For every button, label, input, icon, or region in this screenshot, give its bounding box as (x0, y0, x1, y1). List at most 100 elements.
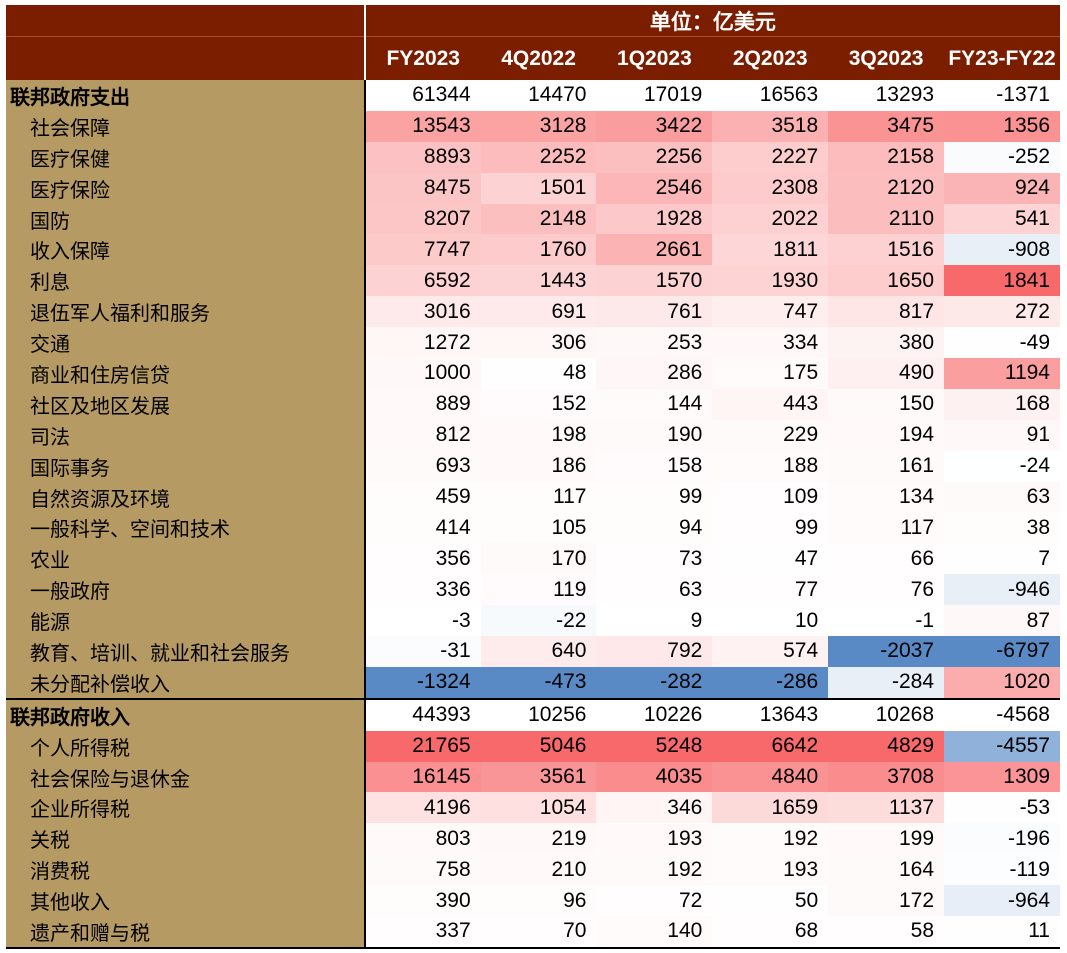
value-cell: 803 (364, 823, 481, 855)
column-header: FY23-FY22 (944, 36, 1060, 80)
table-row: 未分配补偿收入 -1324 -473 -282 -286 -284 1020 (6, 666, 1060, 699)
group-row: 联邦政府收入 44393 10256 10226 13643 10268 -4568 (6, 697, 1060, 731)
value-cell: 150 (828, 388, 945, 420)
value-cell: 3128 (480, 110, 597, 142)
value-cell: 924 (944, 172, 1060, 204)
value-cell: 10226 (596, 697, 713, 731)
value-cell: 3475 (828, 110, 945, 142)
value-cell: 3016 (364, 296, 481, 328)
value-cell: 13293 (875, 83, 935, 107)
value-cell: 2120 (828, 172, 945, 204)
value-cell: -964 (944, 885, 1060, 917)
value-cell: 817 (828, 296, 945, 328)
row-label: 社会保险与退休金 (6, 761, 366, 793)
value-cell: -3 (364, 605, 481, 637)
value-cell: 134 (828, 481, 945, 513)
table-row: 医疗保健 8893 2252 2256 2227 2158 -252 (6, 141, 1060, 173)
table-row: 医疗保险 8475 1501 2546 2308 2120 924 (6, 172, 1060, 204)
value-cell: 4829 (828, 730, 945, 762)
value-cell: 50 (712, 885, 829, 917)
table-row: 交通 1272 306 253 334 380 -49 (6, 327, 1060, 359)
value-cell: 73 (596, 543, 713, 575)
value-cell: -2037 (828, 636, 945, 667)
value-cell: 2661 (596, 234, 713, 266)
value-cell: 792 (596, 636, 713, 667)
table-row: 企业所得税 4196 1054 346 1659 1137 -53 (6, 792, 1060, 824)
table-row: 收入保障 7747 1760 2661 1811 1516 -908 (6, 234, 1060, 266)
value-cell: 158 (596, 450, 713, 482)
budget-table: 单位：亿美元 FY2023 4Q2022 1Q2023 2Q2023 3Q2023 FY2… (6, 5, 1060, 949)
row-label: 一般科学、空间和技术 (6, 512, 366, 544)
value-cell: 10 (712, 605, 829, 637)
value-cell: 119 (480, 574, 597, 606)
value-cell: 186 (480, 450, 597, 482)
value-cell: 68 (712, 916, 829, 949)
value-cell: -1 (828, 605, 945, 637)
value-cell: 66 (828, 543, 945, 575)
value-cell: 87 (944, 605, 1060, 637)
value-cell: 192 (596, 854, 713, 886)
table-row: 一般科学、空间和技术 414 105 94 99 117 38 (6, 512, 1060, 544)
row-label: 其他收入 (6, 885, 366, 917)
value-cell: 193 (596, 823, 713, 855)
value-cell: 175 (712, 358, 829, 389)
table-row: 农业 356 170 73 47 66 7 (6, 543, 1060, 575)
value-cell: 192 (712, 823, 829, 855)
row-label: 利息 (6, 265, 366, 297)
value-cell: 16145 (364, 761, 481, 793)
value-cell: 490 (828, 358, 945, 389)
group-row: 联邦政府支出 61344 14470 17019 16563 13293 -1371 (6, 80, 1060, 111)
row-label: 一般政府 (6, 574, 366, 606)
value-cell: 1020 (944, 666, 1060, 699)
value-cell: 11 (944, 916, 1060, 949)
value-cell: 541 (944, 203, 1060, 235)
table-row: 其他收入 390 96 72 50 172 -964 (6, 885, 1060, 917)
value-cell: 8893 (364, 141, 481, 173)
value-cell: 8207 (364, 203, 481, 235)
value-cell: 99 (596, 481, 713, 513)
value-cell: 10268 (828, 697, 945, 731)
value-cell: 8475 (364, 172, 481, 204)
table-row: 一般政府 336 119 63 77 76 -946 (6, 574, 1060, 606)
value-cell: -946 (944, 574, 1060, 606)
column-header: 2Q2023 (712, 36, 829, 80)
value-cell: 1811 (712, 234, 829, 266)
row-label: 未分配补偿收入 (6, 666, 366, 699)
row-label: 国防 (6, 203, 366, 235)
table-row: 国防 8207 2148 1928 2022 2110 541 (6, 203, 1060, 235)
value-cell: 2110 (828, 203, 945, 235)
value-cell: 306 (480, 327, 597, 359)
value-cell: 3708 (828, 761, 945, 793)
row-label: 医疗保险 (6, 172, 366, 204)
value-cell: 1443 (480, 265, 597, 297)
table-row: 商业和住房信贷 1000 48 286 175 490 1194 (6, 358, 1060, 389)
value-cell: 2308 (712, 172, 829, 204)
value-cell: 4196 (364, 792, 481, 824)
row-label: 关税 (6, 823, 366, 855)
value-cell: 10256 (480, 697, 597, 731)
value-cell: 17019 (643, 83, 703, 107)
row-label: 社会保障 (6, 110, 366, 142)
row-label: 能源 (6, 605, 366, 637)
value-cell: 193 (712, 854, 829, 886)
value-cell: 152 (480, 388, 597, 420)
value-cell: 3422 (596, 110, 713, 142)
value-cell: 47 (712, 543, 829, 575)
value-cell: 336 (364, 574, 481, 606)
value-cell: 1659 (712, 792, 829, 824)
value-cell: 91 (944, 419, 1060, 451)
value-cell: 61344 (412, 83, 471, 107)
value-cell: 109 (712, 481, 829, 513)
table-body: 联邦政府支出 61344 14470 17019 16563 13293 -1371 社会保障… (6, 80, 1060, 949)
value-cell: 72 (596, 885, 713, 917)
value-cell: -286 (712, 666, 829, 699)
value-cell: 140 (596, 916, 713, 949)
row-label: 联邦政府收入 (6, 697, 366, 731)
value-cell: -31 (364, 636, 481, 667)
value-cell: 443 (712, 388, 829, 420)
value-cell: 2022 (712, 203, 829, 235)
value-cell: 1309 (944, 761, 1060, 793)
value-cell: 1054 (480, 792, 597, 824)
value-cell: 6642 (712, 730, 829, 762)
table-row: 利息 6592 1443 1570 1930 1650 1841 (6, 265, 1060, 297)
